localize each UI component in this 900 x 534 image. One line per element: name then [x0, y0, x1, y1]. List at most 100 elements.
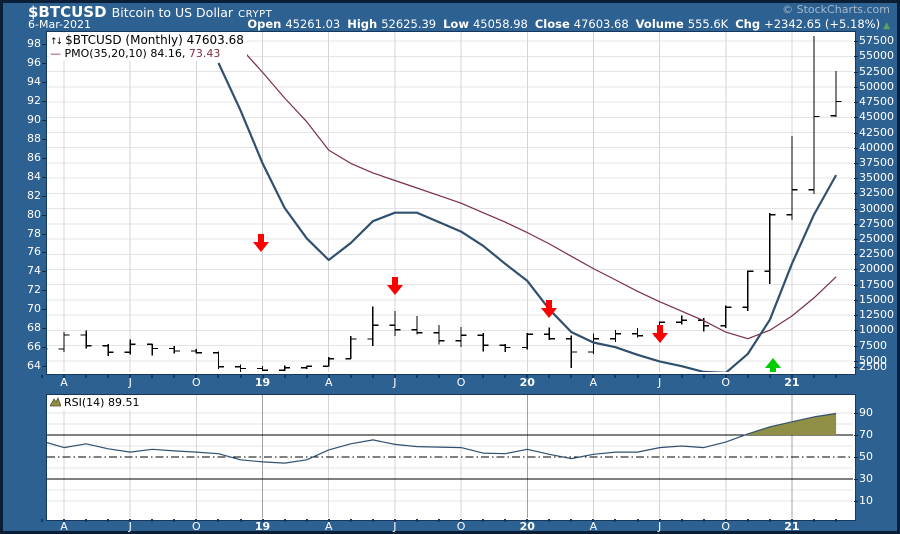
- price-axis-tick: [854, 132, 858, 134]
- price-axis-label: 37500: [859, 155, 894, 169]
- price-legend-text: $BTCUSD (Monthly) 47603.68: [65, 33, 244, 47]
- date-label-bottom: 19: [254, 520, 271, 533]
- price-axis-label: 50000: [859, 79, 894, 93]
- red-down-arrow-icon: [387, 277, 403, 295]
- price-axis-label: 2500: [859, 360, 887, 373]
- price-axis-label: 35000: [859, 171, 894, 185]
- rsi-axis-tick: [854, 501, 858, 502]
- quote-label: Volume: [635, 17, 684, 31]
- pmo-axis-tick: [42, 252, 46, 254]
- pmo-axis-tick: [42, 100, 46, 102]
- month-tick: [592, 519, 595, 522]
- month-tick: [438, 375, 441, 378]
- pmo-line: [217, 62, 838, 372]
- month-tick: [129, 375, 132, 378]
- red-down-arrow-icon: [541, 300, 557, 318]
- date-label-bottom: J: [393, 520, 397, 533]
- price-axis-label: 30000: [859, 201, 894, 215]
- price-axis-label: 12500: [859, 308, 894, 322]
- quote-value: 45058.98: [472, 17, 528, 31]
- price-gridlines-horizontal: [47, 40, 853, 362]
- price-axis-tick: [854, 239, 858, 241]
- price-axis-label: 52500: [859, 64, 894, 78]
- month-tick: [812, 519, 815, 522]
- rsi-axis-label: 30: [859, 472, 873, 485]
- price-axis-label: 32500: [859, 186, 894, 200]
- red-down-arrow-icon: [253, 234, 269, 252]
- price-axis-label: 22500: [859, 247, 894, 261]
- price-axis-tick: [854, 360, 858, 362]
- date-label-bottom: A: [324, 520, 333, 533]
- rsi-overbought-fill: [744, 413, 837, 435]
- price-axis-label: 47500: [859, 95, 894, 109]
- pmo-axis-tick: [42, 62, 46, 64]
- pmo-axis-label: 74: [27, 264, 41, 278]
- rsi-panel[interactable]: RSI(14) 89.51: [46, 394, 856, 521]
- month-tick: [526, 519, 529, 522]
- price-axis-label: 5000: [859, 353, 887, 367]
- quote-value: 45261.03: [285, 17, 341, 31]
- price-axis-tick: [854, 86, 858, 88]
- pmo-axis-label: 64: [27, 359, 41, 373]
- pmo-axis-label: 92: [27, 93, 41, 107]
- pmo-legend-text: PMO(35,20,10) 84.16,: [64, 47, 186, 60]
- rsi-axis-tick: [854, 413, 858, 414]
- rsi-panel-svg: [47, 395, 853, 518]
- chart-date: 6-Mar-2021: [28, 18, 91, 31]
- price-axis-tick: [854, 162, 858, 164]
- month-tick: [790, 375, 793, 378]
- month-tick: [658, 519, 661, 522]
- month-tick: [283, 375, 286, 378]
- pmo-axis-label: 72: [27, 283, 41, 297]
- price-axis-tick: [854, 284, 858, 286]
- month-tick: [393, 519, 396, 522]
- pmo-axis-label: 68: [27, 321, 41, 335]
- month-tick: [173, 519, 176, 522]
- pmo-line-swatch-icon: —: [50, 47, 61, 60]
- exchange-tag: CRYPT: [238, 9, 273, 20]
- pmo-axis-tick: [42, 290, 46, 292]
- price-axis-label: 17500: [859, 277, 894, 291]
- red-down-arrow-icon: [652, 325, 668, 343]
- month-tick: [482, 375, 485, 378]
- pmo-axis-tick: [42, 157, 46, 159]
- pmo-axis-label: 88: [27, 131, 41, 145]
- price-axis-label: 25000: [859, 232, 894, 246]
- pmo-axis-label: 78: [27, 226, 41, 240]
- pmo-axis-label: 90: [27, 112, 41, 126]
- month-tick: [724, 519, 727, 522]
- month-tick: [107, 519, 110, 522]
- month-tick: [261, 375, 264, 378]
- month-tick: [415, 519, 418, 522]
- rsi-legend: RSI(14) 89.51: [49, 396, 143, 410]
- rsi-legend-text: RSI(14) 89.51: [64, 396, 140, 409]
- price-axis-label: 45000: [859, 110, 894, 124]
- month-tick: [812, 375, 815, 378]
- price-legend: ↑↓ $BTCUSD (Monthly) 47603.68 — PMO(35,20…: [49, 33, 247, 61]
- pmo-axis-label: 86: [27, 150, 41, 164]
- month-tick: [327, 375, 330, 378]
- rsi-gridlines-horizontal: [47, 412, 853, 502]
- month-tick: [85, 519, 88, 522]
- signal-arrows: [253, 234, 781, 372]
- price-axis-label: 7500: [859, 338, 887, 352]
- price-panel[interactable]: ↑↓ $BTCUSD (Monthly) 47603.68 — PMO(35,20…: [46, 31, 856, 375]
- price-axis-label: 15000: [859, 292, 894, 306]
- month-tick: [570, 519, 573, 522]
- price-axis-tick: [854, 102, 858, 104]
- date-label-bottom: 21: [784, 520, 800, 533]
- date-label-bottom: O: [192, 520, 201, 533]
- date-label: J: [393, 376, 397, 389]
- price-panel-svg: [47, 32, 853, 372]
- month-tick: [658, 375, 661, 378]
- price-axis-tick: [854, 41, 858, 43]
- date-label: 19: [254, 376, 271, 389]
- month-tick: [768, 375, 771, 378]
- pmo-axis-tick: [42, 195, 46, 197]
- pmo-axis-tick: [42, 214, 46, 216]
- pmo-axis-label: 84: [27, 169, 41, 183]
- month-tick: [460, 375, 463, 378]
- price-axis-tick: [854, 147, 858, 149]
- pmo-signal-line: [218, 35, 837, 340]
